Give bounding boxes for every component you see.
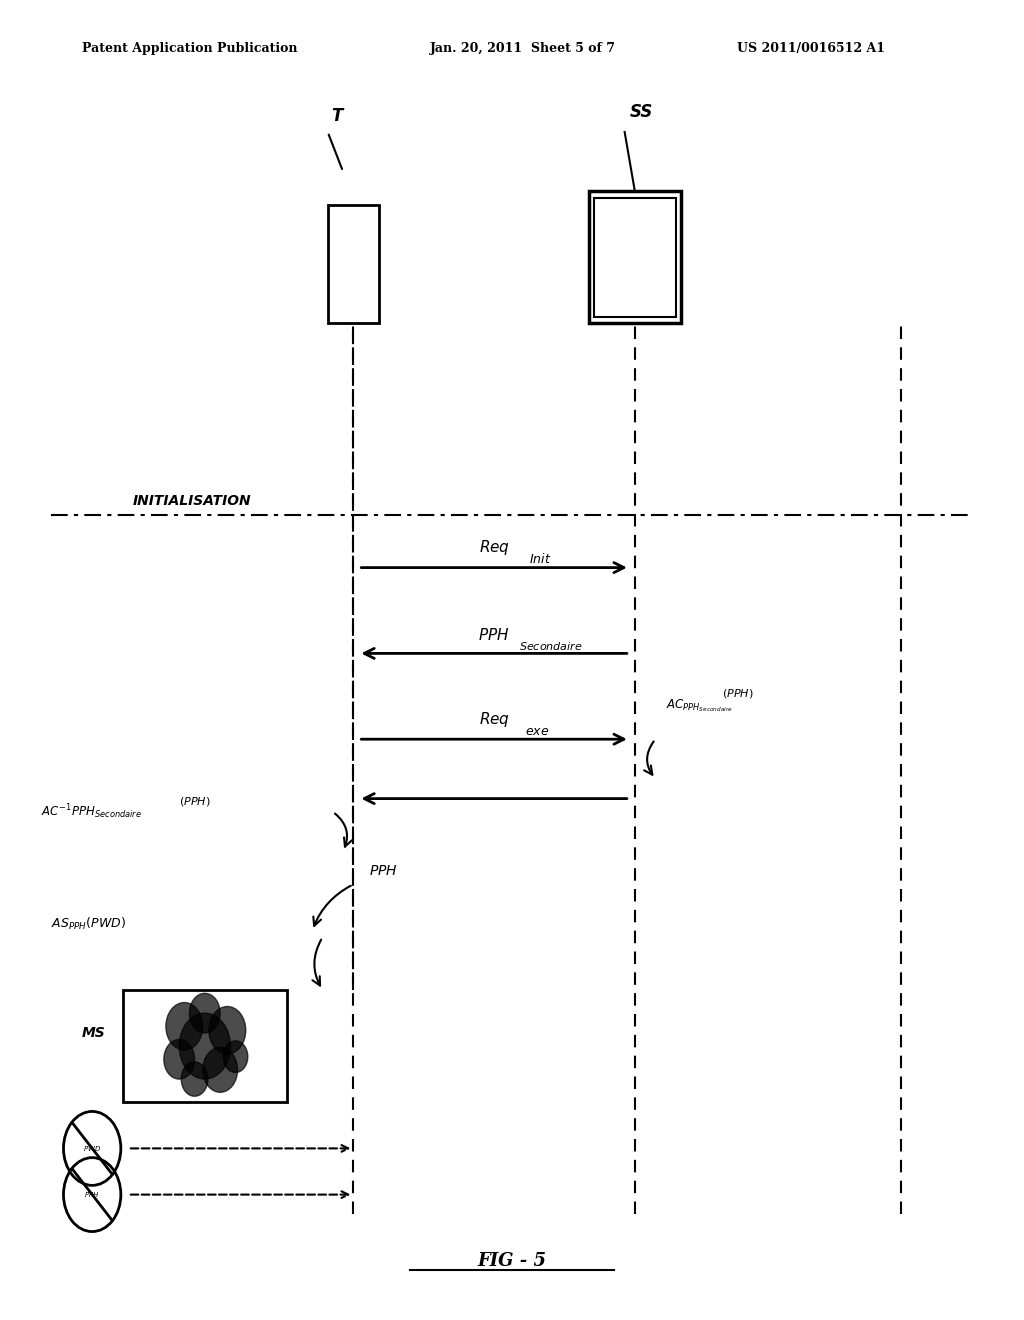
Text: $\mathit{AC}^{-1}\mathit{PPH}_{\mathit{Secondaire}}$: $\mathit{AC}^{-1}\mathit{PPH}_{\mathit{S… <box>41 803 142 821</box>
Circle shape <box>181 1061 208 1096</box>
Text: Patent Application Publication: Patent Application Publication <box>82 42 297 55</box>
FancyArrowPatch shape <box>335 813 352 846</box>
FancyBboxPatch shape <box>123 990 287 1102</box>
Circle shape <box>164 1040 195 1080</box>
Text: MS: MS <box>82 1026 105 1040</box>
Circle shape <box>209 1006 246 1053</box>
Text: FIG - 5: FIG - 5 <box>477 1251 547 1270</box>
Text: $\mathit{(PPH)}$: $\mathit{(PPH)}$ <box>179 795 211 808</box>
Text: $\mathit{PPH}$: $\mathit{PPH}$ <box>84 1191 100 1199</box>
Text: US 2011/0016512 A1: US 2011/0016512 A1 <box>737 42 886 55</box>
FancyArrowPatch shape <box>312 940 322 986</box>
FancyArrowPatch shape <box>313 886 351 925</box>
Text: $\mathit{AC}_{\mathit{PPH}_{\mathit{Secondaire}}}$: $\mathit{AC}_{\mathit{PPH}_{\mathit{Seco… <box>666 698 732 714</box>
Circle shape <box>189 993 220 1032</box>
Text: $\mathit{Req}$: $\mathit{Req}$ <box>478 710 510 729</box>
Text: $\mathit{(PPH)}$: $\mathit{(PPH)}$ <box>722 686 754 700</box>
Text: $\mathit{Secondaire}$: $\mathit{Secondaire}$ <box>518 640 583 652</box>
Text: $\mathit{AS}_{\mathit{PPH}}\mathit{(PWD)}$: $\mathit{AS}_{\mathit{PPH}}\mathit{(PWD)… <box>51 916 126 932</box>
Circle shape <box>166 1003 203 1051</box>
Text: Jan. 20, 2011  Sheet 5 of 7: Jan. 20, 2011 Sheet 5 of 7 <box>430 42 616 55</box>
FancyBboxPatch shape <box>589 191 681 323</box>
Text: $\mathit{PPH}$: $\mathit{PPH}$ <box>369 865 397 878</box>
Text: $\mathit{Req}$: $\mathit{Req}$ <box>478 539 510 557</box>
Text: T: T <box>331 107 342 125</box>
FancyBboxPatch shape <box>594 198 676 317</box>
Text: INITIALISATION: INITIALISATION <box>133 494 252 508</box>
Text: $\mathit{Init}$: $\mathit{Init}$ <box>529 552 551 566</box>
Text: SS: SS <box>630 103 653 121</box>
FancyArrowPatch shape <box>644 742 653 775</box>
Circle shape <box>223 1040 248 1072</box>
Circle shape <box>203 1048 238 1092</box>
Text: $\mathit{PWD}$: $\mathit{PWD}$ <box>83 1144 101 1152</box>
FancyBboxPatch shape <box>328 205 379 323</box>
Circle shape <box>179 1014 230 1080</box>
Text: $\mathit{exe}$: $\mathit{exe}$ <box>525 725 549 738</box>
Text: $\mathit{PPH}$: $\mathit{PPH}$ <box>478 627 510 643</box>
